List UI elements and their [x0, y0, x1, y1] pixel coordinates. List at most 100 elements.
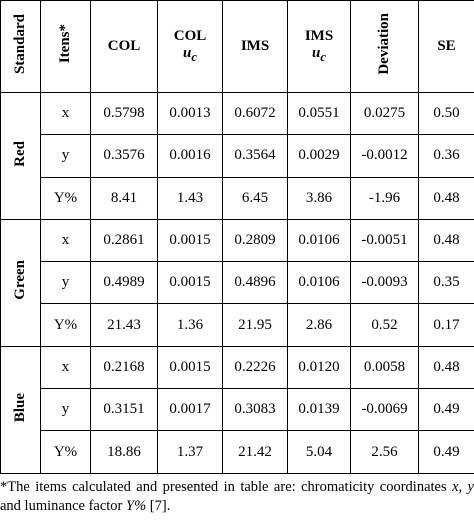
table-cell: 0.52 [350, 303, 419, 347]
table-cell: 0.3576 [90, 134, 158, 178]
table-cell: 0.0275 [350, 91, 419, 136]
table-cell: -1.96 [350, 176, 419, 220]
table-cell: 18.86 [90, 430, 158, 474]
table-cell: 0.0029 [287, 134, 351, 178]
header-cell: IMS uc [287, 0, 351, 93]
table-row: y 0.4989 0.0015 0.4896 0.0106 -0.0093 0.35 [1, 261, 474, 305]
header-text: IMS [240, 38, 270, 54]
group-label: Green [12, 260, 28, 301]
table-cell: 8.41 [90, 176, 158, 220]
table-cell: x [40, 91, 91, 136]
table-cell: 0.0017 [157, 388, 223, 432]
table-cell: 0.5798 [90, 91, 158, 136]
table-cell: 0.4896 [222, 261, 288, 305]
table-row: y 0.3576 0.0016 0.3564 0.0029 -0.0012 0.36 [1, 134, 474, 178]
footnote-text: and luminance factor [0, 497, 127, 514]
table-cell: 0.3564 [222, 134, 288, 178]
header-cell: COL [90, 0, 158, 93]
table-cell: 0.49 [418, 430, 474, 474]
table-cell: 1.43 [157, 176, 223, 220]
header-symbol: u [183, 45, 192, 61]
header-cell: Deviation [350, 0, 419, 93]
table-row: Red x 0.5798 0.0013 0.6072 0.0551 0.0275 0.50 [0, 91, 474, 220]
table-cell: 0.49 [418, 388, 474, 432]
data-table: Standard Itens* COL COL uc IMS IMS uc Devi… [0, 0, 474, 474]
table-cell: 2.86 [287, 303, 351, 347]
footnote-text: *The items calculated and presented in t… [0, 478, 453, 495]
table-cell: 0.2809 [222, 218, 288, 263]
table-row: Green x 0.2861 0.0015 0.2809 0.0106 -0.0051 0.4… [0, 218, 474, 347]
group-label: Red [12, 140, 28, 167]
table-cell: Y% [40, 430, 91, 474]
table-cell: 0.0015 [157, 345, 223, 390]
table-cell: 0.0139 [287, 388, 351, 432]
table-cell: Y% [40, 303, 91, 347]
table-cell: 0.4989 [90, 261, 158, 305]
table-cell: 0.3083 [222, 388, 288, 432]
header-cell: IMS [222, 0, 288, 93]
header-text: Standard [12, 13, 28, 75]
table-row: y 0.3151 0.0017 0.3083 0.0139 -0.0069 0.49 [1, 388, 474, 432]
header-text: COL [107, 38, 141, 54]
header-cell: Itens* [40, 0, 91, 93]
table-cell: 0.48 [418, 176, 474, 220]
table-cell: -0.0012 [350, 134, 419, 178]
table-cell: 0.0016 [157, 134, 223, 178]
table-cell: 0.3151 [90, 388, 158, 432]
table-cell: 0.0120 [287, 345, 351, 390]
header-cell: COL uc [157, 0, 223, 93]
header-text: SE [437, 38, 456, 54]
group-cell: Blue [0, 345, 41, 474]
table-cell: 0.0015 [157, 218, 223, 263]
header-text: IMS [304, 28, 334, 44]
table-cell: -0.0069 [350, 388, 419, 432]
table-row: Y% 18.86 1.37 21.42 5.04 2.56 0.49 [1, 430, 474, 474]
footnote-italic: Y% [126, 497, 147, 514]
table-cell: 0.2861 [90, 218, 158, 263]
header-row: Standard Itens* COL COL uc IMS IMS uc Devi… [0, 0, 474, 93]
table-cell: 3.86 [287, 176, 351, 220]
table-cell: 0.0058 [350, 345, 419, 390]
header-text: COL [173, 28, 207, 44]
header-text: Itens* [57, 24, 73, 64]
table-cell: 0.48 [418, 218, 474, 263]
table-cell: x [40, 218, 91, 263]
table-row: Blue x 0.2168 0.0015 0.2226 0.0120 0.0058 0.48 [0, 345, 474, 474]
footnote-italic: x, y [452, 478, 474, 495]
table-cell: 0.48 [418, 345, 474, 390]
table-cell: -0.0051 [350, 218, 419, 263]
group-label: Blue [12, 392, 28, 422]
footnote-text: [7]. [149, 497, 171, 514]
table-cell: 21.43 [90, 303, 158, 347]
table-cell: 0.0013 [157, 91, 223, 136]
table-cell: y [40, 261, 91, 305]
table-cell: y [40, 134, 91, 178]
table-cell: 2.56 [350, 430, 419, 474]
table-cell: 1.36 [157, 303, 223, 347]
table-cell: -0.0093 [350, 261, 419, 305]
footnote: *The items calculated and presented in t… [0, 478, 474, 516]
table-cell: 21.42 [222, 430, 288, 474]
table-cell: 6.45 [222, 176, 288, 220]
table-cell: 0.0015 [157, 261, 223, 305]
table-cell: 0.0106 [287, 218, 351, 263]
table-cell: 0.2226 [222, 345, 288, 390]
header-cell: SE [418, 0, 474, 93]
table-cell: 0.50 [418, 91, 474, 136]
header-subscript: c [191, 50, 197, 64]
table-cell: 0.6072 [222, 91, 288, 136]
table-cell: 0.36 [418, 134, 474, 178]
table-cell: 1.37 [157, 430, 223, 474]
table-cell: 0.35 [418, 261, 474, 305]
table-cell: x [40, 345, 91, 390]
header-symbol: u [312, 45, 321, 61]
table-cell: 0.0551 [287, 91, 351, 136]
table-body: Red x 0.5798 0.0013 0.6072 0.0551 0.0275 0.50 y 0… [0, 91, 474, 474]
table-cell: Y% [40, 176, 91, 220]
header-cell: Standard [0, 0, 41, 93]
group-cell: Red [0, 92, 41, 220]
table-row: Y% 8.41 1.43 6.45 3.86 -1.96 0.48 [1, 176, 474, 220]
group-cell: Green [0, 218, 41, 347]
table-cell: 0.0106 [287, 261, 351, 305]
